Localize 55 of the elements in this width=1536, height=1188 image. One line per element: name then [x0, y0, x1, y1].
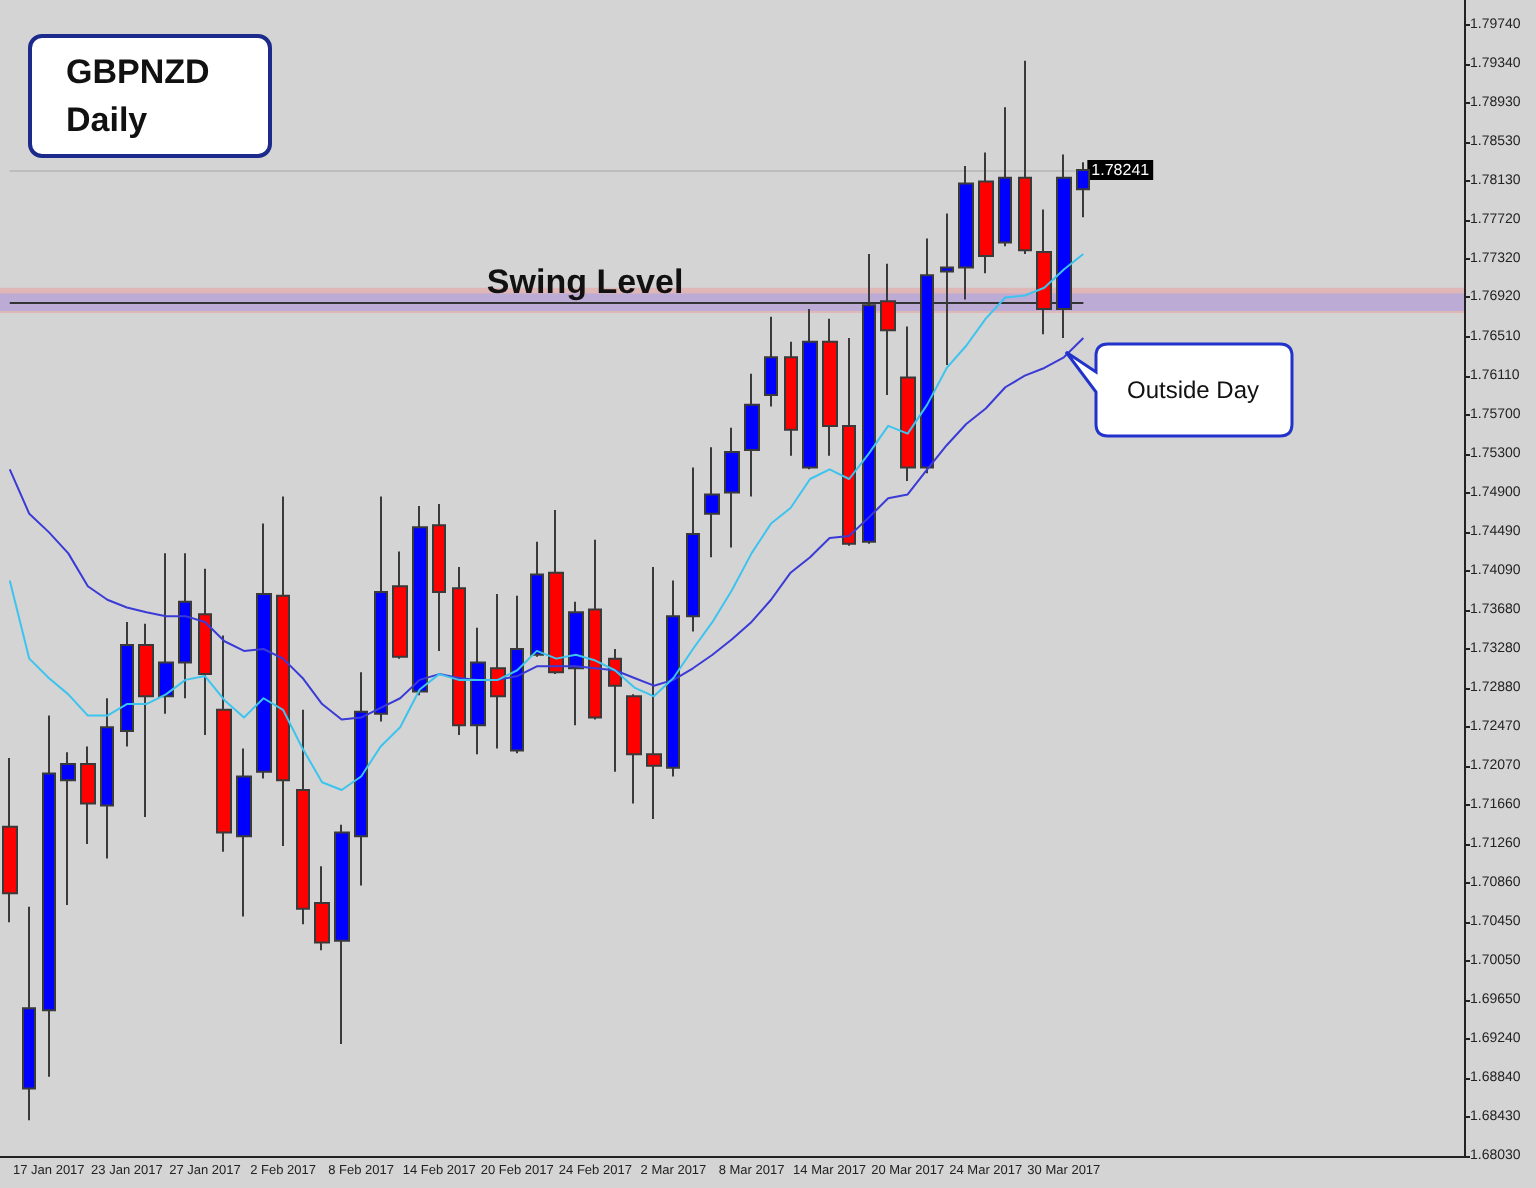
candlestick [216, 634, 232, 853]
candlestick [314, 865, 330, 952]
candlestick [256, 522, 272, 780]
candlestick [412, 505, 428, 697]
candlestick [686, 466, 700, 633]
candlestick [704, 446, 720, 559]
ref-line-label: Swing Level [486, 263, 684, 302]
candlestick [608, 647, 622, 773]
candlestick [724, 426, 740, 549]
candlestick [178, 552, 192, 700]
candlestick [802, 308, 818, 471]
candlestick [392, 550, 408, 660]
text: Outside Day [1124, 374, 1262, 408]
text: GBPNZD Daily [66, 53, 219, 139]
candlestick [452, 565, 466, 736]
candlestick [334, 823, 350, 1045]
candlestick [568, 600, 584, 727]
candlestick [626, 693, 642, 805]
candlestick [998, 106, 1012, 248]
candlestick [470, 626, 486, 756]
candlestick [100, 697, 114, 860]
ref-line-label: 1.78241 [1091, 160, 1151, 179]
candlestick [60, 751, 76, 906]
candlestick [490, 592, 506, 750]
candlestick [42, 714, 56, 1078]
candlestick [276, 495, 290, 847]
candlestick [900, 325, 916, 482]
candlestick [764, 315, 778, 408]
candlestick [978, 151, 994, 275]
candlestick [822, 317, 838, 457]
candlestick [374, 495, 388, 723]
line-series [8, 252, 1085, 791]
candlestick [236, 747, 252, 918]
candlestick [1018, 59, 1032, 255]
candlestick [432, 503, 446, 652]
candlestick [842, 337, 856, 547]
candlestick [138, 622, 154, 819]
candlestick [354, 671, 368, 887]
candlestick [198, 567, 212, 736]
candlestick [1076, 161, 1090, 219]
candlestick [548, 508, 564, 676]
candlestick [158, 552, 174, 715]
candlestick [588, 538, 602, 721]
candlestick [120, 620, 134, 748]
candlestick [80, 745, 96, 846]
candlestick [530, 540, 544, 658]
candlestick [2, 757, 18, 924]
line-series [8, 337, 1085, 721]
candlestick [646, 565, 662, 820]
candlestick [296, 708, 310, 926]
candlestick [22, 905, 36, 1122]
candlestick [510, 594, 524, 755]
candlestick [666, 579, 680, 778]
candlestick [784, 340, 798, 457]
candlestick [744, 372, 760, 498]
